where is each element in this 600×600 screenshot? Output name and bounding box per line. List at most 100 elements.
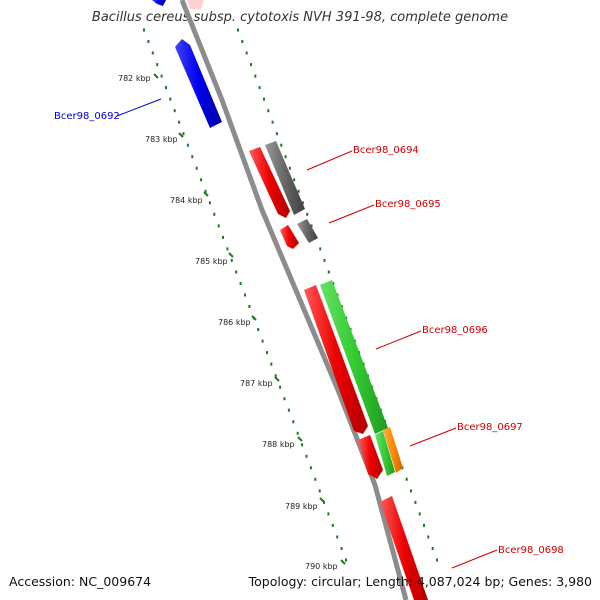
tick-dot xyxy=(263,97,265,101)
gene-bcer98-0697[interactable] xyxy=(383,427,403,473)
tick-dot xyxy=(241,40,244,43)
leader-line-0692 xyxy=(116,98,162,117)
tick-dot xyxy=(237,28,239,32)
tick-dot xyxy=(427,535,430,539)
kbp-label: 782 kbp xyxy=(118,74,151,83)
tick-dot xyxy=(305,454,308,458)
tick-dot xyxy=(222,235,224,239)
tick-dot xyxy=(331,523,334,527)
kbp-label: 789 kbp xyxy=(285,502,318,511)
tick-dot xyxy=(169,97,172,101)
kbp-tick xyxy=(319,497,325,503)
tick-dot xyxy=(239,282,242,285)
gene-red-0694-left[interactable] xyxy=(249,147,290,218)
tick-dot xyxy=(314,477,317,481)
tick-dot xyxy=(309,466,312,470)
tick-dot xyxy=(248,305,251,308)
tick-dot xyxy=(173,109,176,113)
tick-dot xyxy=(195,166,198,170)
tick-dot xyxy=(301,201,304,205)
leader-line-0697 xyxy=(409,427,457,447)
tick-dot xyxy=(217,224,220,228)
topology-text: Topology: circular; Length: 4,087,024 bp… xyxy=(248,574,592,589)
leader-line-0695 xyxy=(328,204,375,224)
kbp-tick xyxy=(274,376,280,382)
tick-dot xyxy=(284,155,287,159)
gene-bcer98-0695[interactable] xyxy=(297,219,318,243)
tick-dot xyxy=(280,143,283,147)
tick-dot xyxy=(423,523,425,527)
kbp-label: 790 kbp xyxy=(305,562,338,571)
tick-dot xyxy=(266,351,268,355)
tick-dot xyxy=(336,535,339,539)
gene-bcer98-0692[interactable] xyxy=(175,39,222,128)
kbp-label: 784 kbp xyxy=(170,196,203,205)
tick-dot xyxy=(267,109,270,113)
gene-bcer98-0696[interactable] xyxy=(320,280,388,434)
tick-dot xyxy=(186,143,189,147)
map-title: Bacillus cereus subsp. cytotoxis NVH 391… xyxy=(91,10,509,25)
gene-label-0692[interactable]: Bcer98_0692 xyxy=(54,111,120,122)
tick-dot xyxy=(287,408,290,412)
gene-label-0696[interactable]: Bcer98_0696 xyxy=(422,325,488,336)
kbp-tick xyxy=(297,436,303,442)
gene-pink-fragment[interactable] xyxy=(187,0,204,9)
gene-green-0697[interactable] xyxy=(375,431,395,476)
tick-dot xyxy=(257,328,260,332)
kbp-tick xyxy=(178,132,184,138)
tick-dot xyxy=(405,477,408,481)
tick-dot xyxy=(244,293,246,297)
tick-dot xyxy=(283,397,286,401)
tick-dot xyxy=(436,558,438,562)
kbp-label: 783 kbp xyxy=(145,135,178,144)
tick-dot xyxy=(431,547,434,550)
tick-dot xyxy=(270,362,273,366)
tick-dot xyxy=(340,547,343,550)
tick-dot xyxy=(327,512,330,516)
kbp-tick xyxy=(203,191,209,197)
tick-dot xyxy=(178,120,181,124)
gene-red-0696-left[interactable] xyxy=(304,285,368,434)
gene-blue-fragment[interactable] xyxy=(152,0,166,6)
tick-dot xyxy=(297,189,300,193)
tick-dot xyxy=(182,132,185,136)
tick-dot xyxy=(310,224,313,228)
tick-dot xyxy=(200,178,203,182)
tick-dot xyxy=(254,74,257,78)
gene-bcer98-0698[interactable] xyxy=(380,496,428,600)
gene-label-0697[interactable]: Bcer98_0697 xyxy=(457,422,523,433)
tick-dot xyxy=(245,51,248,55)
tick-dot xyxy=(261,339,264,343)
tick-dot xyxy=(293,178,296,182)
tick-dot xyxy=(147,40,150,43)
tick-dot xyxy=(306,212,309,216)
gene-label-0695[interactable]: Bcer98_0695 xyxy=(375,199,441,210)
leader-line-0694 xyxy=(306,150,353,171)
tick-dot xyxy=(230,258,233,262)
gene-label-0694[interactable]: Bcer98_0694 xyxy=(353,145,419,156)
kbp-label: 787 kbp xyxy=(240,379,273,388)
gene-label-0698[interactable]: Bcer98_0698 xyxy=(498,545,564,556)
tick-dot xyxy=(226,247,229,251)
tick-dot xyxy=(204,189,207,193)
tick-dot xyxy=(235,270,238,274)
tick-dot xyxy=(414,500,417,504)
tick-dot xyxy=(160,74,163,78)
tick-dot xyxy=(296,431,299,435)
gene-red-0697-left[interactable] xyxy=(358,435,383,479)
tick-dot xyxy=(288,166,291,170)
accession-text: Accession: NC_009674 xyxy=(9,574,152,589)
gene-red-0695-left[interactable] xyxy=(280,225,299,249)
tick-dot xyxy=(165,86,167,90)
tick-dot xyxy=(410,489,412,493)
kbp-tick xyxy=(153,73,159,79)
tick-dot xyxy=(327,270,330,274)
tick-dot xyxy=(319,247,322,251)
leader-line-0698 xyxy=(451,549,498,569)
tick-dot xyxy=(274,374,277,378)
tick-dot xyxy=(151,51,154,55)
gene-bcer98-0694[interactable] xyxy=(265,141,305,215)
tick-dot xyxy=(250,63,252,67)
tick-dot xyxy=(279,385,282,389)
